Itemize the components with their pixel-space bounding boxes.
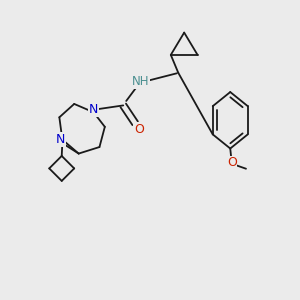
Text: NH: NH <box>132 75 150 88</box>
Text: N: N <box>56 133 65 146</box>
Text: O: O <box>134 123 144 136</box>
Text: N: N <box>89 103 98 116</box>
Text: O: O <box>227 156 237 169</box>
